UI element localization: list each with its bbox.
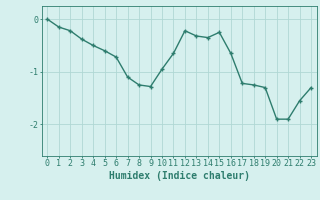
X-axis label: Humidex (Indice chaleur): Humidex (Indice chaleur) [109, 171, 250, 181]
